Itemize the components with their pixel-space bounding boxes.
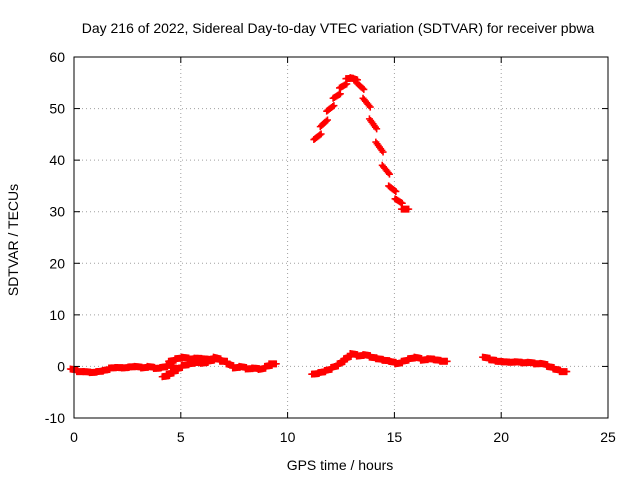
- data-point: [366, 103, 374, 111]
- y-tick-label: 40: [49, 152, 65, 168]
- x-tick-label: 0: [70, 429, 78, 445]
- plot-frame: [73, 56, 609, 419]
- x-tick-label: 10: [280, 429, 296, 445]
- y-tick-label: 0: [57, 358, 65, 374]
- x-tick-label: 15: [387, 429, 403, 445]
- y-tick-label: 30: [49, 204, 65, 220]
- data-point: [373, 125, 381, 133]
- y-tick-label: 50: [49, 101, 65, 117]
- series-segment-5: [479, 353, 571, 376]
- data-point: [563, 368, 571, 376]
- x-tick-label: 20: [493, 429, 509, 445]
- data-point: [272, 360, 280, 368]
- data-point: [329, 103, 337, 111]
- data-point: [392, 187, 400, 195]
- series-segment-1: [66, 361, 178, 377]
- data-point: [405, 205, 413, 213]
- series-segment-3: [308, 350, 451, 378]
- data-point: [443, 357, 451, 365]
- data-point: [330, 102, 338, 110]
- chart-title: Day 216 of 2022, Sidereal Day-to-day VTE…: [82, 20, 595, 36]
- series-segment-2b: [165, 353, 231, 365]
- data-series: [66, 74, 571, 381]
- y-axis-label: SDTVAR / TECUs: [5, 184, 21, 296]
- data-point: [365, 102, 373, 110]
- y-tick-label: 60: [49, 49, 65, 65]
- data-point: [223, 357, 231, 365]
- data-point: [385, 170, 393, 178]
- series-segment-4: [310, 74, 413, 213]
- axis-ticks: 0 5 10 15 20 25 -10 0 10 20 30 40 50 60: [45, 49, 616, 445]
- x-tick-label: 5: [177, 429, 185, 445]
- data-point: [360, 85, 368, 93]
- data-point: [398, 199, 406, 207]
- data-point: [324, 116, 332, 124]
- y-tick-label: 10: [49, 307, 65, 323]
- y-tick-label: -10: [45, 410, 65, 426]
- data-point: [379, 148, 387, 156]
- data-point: [336, 90, 344, 98]
- data-point: [317, 130, 325, 138]
- y-tick-label: 20: [49, 255, 65, 271]
- data-point: [322, 117, 330, 125]
- x-axis-label: GPS time / hours: [287, 457, 394, 473]
- data-point: [316, 131, 324, 139]
- data-point: [391, 187, 399, 195]
- data-point: [359, 84, 367, 92]
- data-point: [384, 169, 392, 177]
- x-tick-label: 25: [600, 429, 616, 445]
